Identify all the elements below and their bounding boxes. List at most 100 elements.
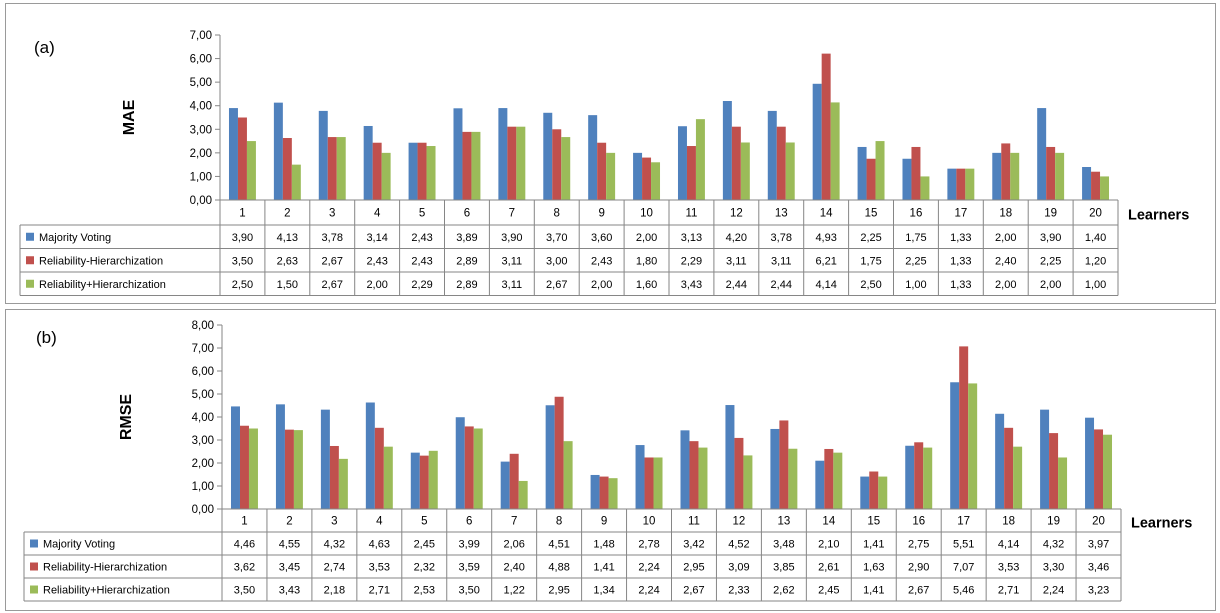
bar <box>635 445 645 509</box>
bar <box>965 168 975 200</box>
bar <box>239 425 249 509</box>
category-label: 3 <box>331 516 337 528</box>
table-cell-value: 2,43 <box>591 255 612 267</box>
category-label: 17 <box>954 208 967 220</box>
bar <box>959 346 969 509</box>
bar <box>408 142 418 200</box>
category-label: 3 <box>329 208 335 220</box>
table-cell-value: 4,93 <box>815 232 836 244</box>
y-tick-label: 3,00 <box>190 124 212 136</box>
bar <box>588 115 598 200</box>
table-cell-value: 3,45 <box>279 562 300 574</box>
table-cell-value: 5,51 <box>953 539 974 551</box>
bar <box>428 450 438 509</box>
table-cell-value: 3,00 <box>546 255 567 267</box>
bar <box>293 430 303 509</box>
table-cell-value: 2,25 <box>860 232 881 244</box>
bar <box>651 162 661 200</box>
bar <box>462 131 472 200</box>
bar <box>785 142 795 200</box>
table-cell-value: 1,41 <box>863 539 884 551</box>
bar <box>1058 457 1068 509</box>
category-label: 8 <box>556 516 562 528</box>
category-label: 10 <box>640 208 653 220</box>
bar <box>507 126 517 200</box>
table-cell-value: 1,60 <box>636 279 657 291</box>
table-cell-value: 2,43 <box>411 232 432 244</box>
bar <box>905 445 915 509</box>
table-cell-value: 3,43 <box>279 585 300 597</box>
legend-swatch <box>26 232 34 241</box>
bar <box>914 442 924 509</box>
bar <box>1091 171 1101 200</box>
table-cell-value: 2,45 <box>818 585 839 597</box>
table-cell-value: 4,46 <box>234 539 255 551</box>
table-cell-value: 2,24 <box>638 585 659 597</box>
y-tick-label: 8,00 <box>192 320 214 332</box>
bar <box>426 146 436 200</box>
table-cell-value: 3,11 <box>502 255 523 267</box>
category-label: 1 <box>239 208 245 220</box>
y-tick-label: 7,00 <box>192 343 214 355</box>
bar <box>824 448 834 509</box>
bar <box>788 448 798 509</box>
table-cell-value: 2,63 <box>277 255 298 267</box>
category-label: 6 <box>464 208 470 220</box>
y-tick-label: 1,00 <box>190 171 212 183</box>
y-tick-label: 4,00 <box>192 412 214 424</box>
table-cell-value: 1,33 <box>950 279 971 291</box>
bar <box>275 404 285 509</box>
table-cell-value: 3,30 <box>1043 562 1064 574</box>
table-cell-value: 4,55 <box>279 539 300 551</box>
table-cell-value: 3,11 <box>726 255 747 267</box>
table-cell-value: 1,41 <box>863 585 884 597</box>
x-axis-label: Learners <box>1128 208 1189 224</box>
table-cell-value: 1,41 <box>593 562 614 574</box>
y-tick-label: 2,00 <box>192 458 214 470</box>
bar <box>779 420 789 509</box>
bar <box>1004 427 1014 509</box>
table-cell-value: 3,50 <box>234 585 255 597</box>
bar <box>833 452 843 509</box>
chart-panel-mae: (a) MAE 0,00 1,00 2,00 3,00 4,00 5,00 6,00 7,00 1… <box>5 3 1216 304</box>
category-label: 6 <box>466 516 472 528</box>
table-cell-value: 3,78 <box>771 232 792 244</box>
category-label: 4 <box>376 516 383 528</box>
table-cell-value: 2,44 <box>726 279 747 291</box>
table-cell-value: 2,95 <box>548 585 569 597</box>
bar <box>923 447 933 509</box>
bar <box>968 383 978 509</box>
category-label: 20 <box>1092 516 1105 528</box>
series-name: Reliability+Hierarchization <box>39 279 166 291</box>
category-label: 10 <box>643 516 656 528</box>
table-cell-value: 3,85 <box>773 562 794 574</box>
table-cell-value: 2,53 <box>414 585 435 597</box>
table-cell-value: 2,67 <box>322 255 343 267</box>
table-cell-value: 2,95 <box>683 562 704 574</box>
bar <box>1103 434 1113 509</box>
category-label: 16 <box>912 516 925 528</box>
table-cell-value: 2,71 <box>369 585 390 597</box>
table-cell-value: 2,24 <box>1043 585 1064 597</box>
bar <box>453 108 463 200</box>
bar <box>680 430 690 509</box>
bar <box>374 427 384 509</box>
bar <box>1010 152 1020 200</box>
table-cell-value: 3,13 <box>681 232 702 244</box>
category-label: 7 <box>511 516 517 528</box>
table-cell-value: 4,32 <box>324 539 345 551</box>
table-cell-value: 3,60 <box>591 232 612 244</box>
table-cell-value: 3,42 <box>683 539 704 551</box>
table-cell-value: 2,00 <box>591 279 612 291</box>
bar <box>731 126 741 200</box>
bar <box>770 428 780 509</box>
bar <box>695 119 705 200</box>
bar <box>471 131 481 200</box>
table-cell-value: 2,74 <box>324 562 345 574</box>
table-cell-value: 2,00 <box>1040 279 1061 291</box>
bar <box>677 126 687 200</box>
bar <box>336 137 346 200</box>
table-cell-value: 1,75 <box>860 255 881 267</box>
bar <box>869 471 879 509</box>
table-cell-value: 2,00 <box>995 279 1016 291</box>
